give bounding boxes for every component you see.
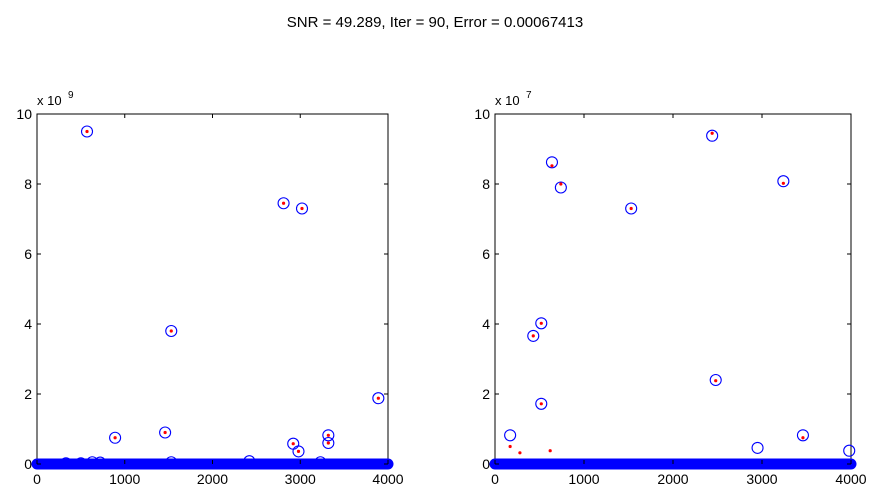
truth-dot-marker — [629, 206, 633, 211]
truth-dot-marker — [559, 182, 563, 186]
x-tick-label: 0 — [491, 471, 499, 487]
y-tick-label: 0 — [24, 456, 32, 472]
truth-dot-marker — [801, 436, 805, 440]
estimate-circle-marker — [796, 429, 809, 442]
truth-dot-marker — [539, 321, 543, 325]
y-scale-label: x 10 — [37, 93, 62, 108]
y-tick-label: 10 — [16, 106, 32, 122]
x-tick-label: 4000 — [835, 471, 866, 487]
y-tick-label: 8 — [482, 176, 490, 192]
y-tick-label: 6 — [482, 246, 490, 262]
estimate-circle-marker — [535, 397, 548, 410]
estimate-circle-marker — [277, 197, 290, 210]
truth-dot-marker — [163, 430, 167, 435]
estimate-circle-marker — [504, 429, 517, 442]
estimate-circle-marker — [706, 129, 719, 142]
truth-dot-marker — [531, 334, 535, 338]
truth-dot-marker — [376, 396, 380, 400]
figure-title: SNR = 49.289, Iter = 90, Error = 0.00067… — [286, 14, 584, 31]
x-tick-label: 3000 — [285, 471, 316, 487]
truth-dot-marker — [326, 433, 330, 437]
x-tick-label: 2000 — [657, 471, 688, 487]
x-tick-label: 4000 — [372, 471, 403, 487]
y-tick-label: 8 — [24, 176, 32, 192]
truth-dot-marker — [169, 329, 173, 333]
estimate-circle-marker — [322, 436, 335, 450]
subplot-right: 0 1000 2000 3000 4000 0 2 4 6 8 10 x 10 7 — [474, 90, 866, 487]
y-scale-exponent: 7 — [526, 90, 532, 101]
estimate-circle-marker — [372, 392, 385, 405]
estimate-circle-marker — [709, 373, 722, 387]
truth-dot-marker — [281, 201, 286, 205]
x-tick-label: 0 — [33, 471, 41, 487]
estimate-circle-marker — [165, 456, 178, 469]
estimate-circle-marker — [625, 202, 638, 215]
y-tick-label: 4 — [24, 316, 32, 332]
estimate-circle-marker — [94, 456, 107, 469]
truth-dot-marker — [296, 449, 301, 453]
y-tick-label: 4 — [482, 316, 490, 332]
y-tick-label: 2 — [24, 386, 32, 402]
estimate-circle-marker — [843, 444, 856, 457]
x-tick-label: 1000 — [109, 471, 140, 487]
truth-dot-marker — [508, 444, 512, 449]
estimate-circle-marker — [322, 429, 335, 442]
estimate-circle-marker — [159, 426, 172, 439]
estimate-circle-marker — [545, 156, 559, 169]
y-scale-label: x 10 — [495, 93, 520, 108]
estimate-circle-marker — [86, 456, 99, 469]
estimate-circle-marker — [295, 202, 309, 215]
truth-dot-marker — [291, 442, 295, 446]
estimate-circle-marker — [554, 181, 567, 194]
truth-dot-marker — [548, 449, 552, 453]
truth-dot-marker — [113, 436, 117, 440]
estimate-circle-marker — [292, 445, 305, 458]
estimate-circle-marker — [80, 125, 94, 138]
truth-dot-marker — [781, 181, 785, 185]
truth-dot-marker — [518, 451, 522, 455]
y-tick-label: 6 — [24, 246, 32, 262]
estimate-circle-marker — [314, 456, 327, 469]
estimate-circle-marker — [59, 457, 73, 470]
x-tick-label: 2000 — [197, 471, 228, 487]
truth-dot-marker — [714, 379, 718, 383]
truth-dot-marker — [539, 402, 543, 406]
truth-dot-marker — [85, 129, 89, 134]
x-tick-label: 3000 — [746, 471, 777, 487]
y-tick-label: 0 — [482, 456, 490, 472]
axes-frame — [36, 113, 389, 465]
estimate-circle-marker — [243, 455, 256, 468]
y-tick-label: 2 — [482, 386, 490, 402]
subplot-left: 0 1000 2000 3000 4000 0 2 4 6 8 10 x 10 9 — [16, 90, 403, 487]
truth-dot-marker — [326, 441, 330, 445]
truth-dot-marker — [300, 206, 304, 211]
y-tick-label: 10 — [474, 106, 490, 122]
truth-dot-marker — [710, 131, 714, 135]
estimate-circle-marker — [751, 441, 764, 454]
truth-dot-marker — [550, 164, 554, 168]
estimate-circle-marker — [535, 317, 548, 330]
y-scale-exponent: 9 — [68, 90, 74, 101]
estimate-circle-marker — [777, 175, 790, 188]
estimate-circle-marker — [165, 324, 178, 338]
estimate-circle-marker — [527, 329, 540, 342]
x-tick-label: 1000 — [568, 471, 599, 487]
estimate-circle-marker — [109, 431, 122, 444]
